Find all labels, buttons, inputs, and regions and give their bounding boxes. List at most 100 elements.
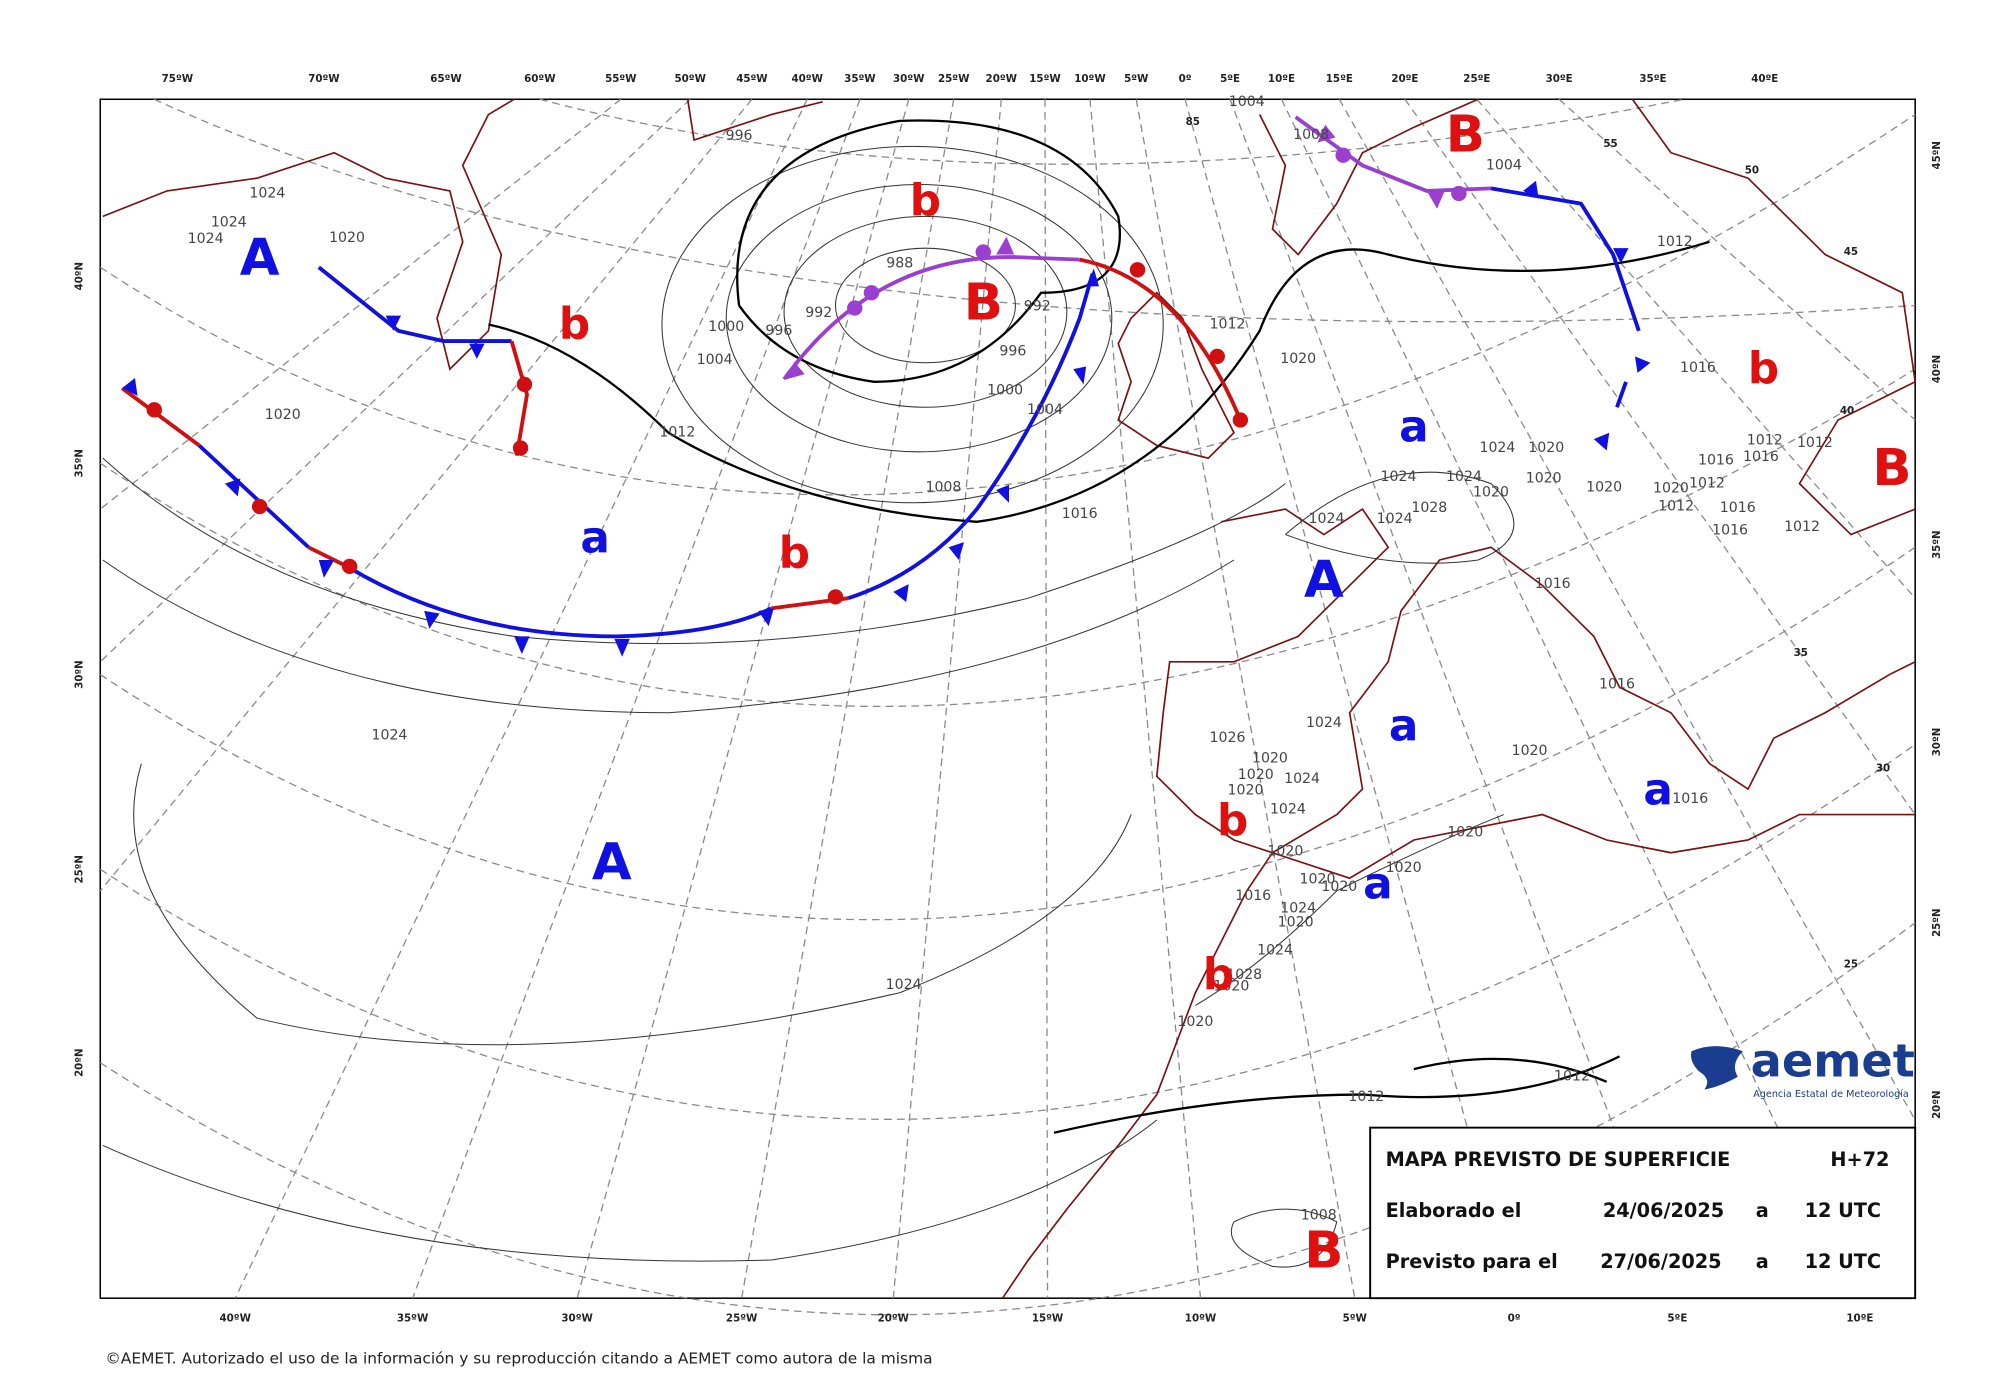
isobar-label: 1020 xyxy=(1473,485,1509,501)
grid-label: 45 xyxy=(1844,247,1858,258)
lat-label: 25ºN xyxy=(75,855,86,883)
grid-label: 50 xyxy=(1745,166,1759,177)
lon-label: 10ºW xyxy=(1074,74,1105,85)
pressure-center: B xyxy=(1446,106,1485,165)
lon-label: 60ºW xyxy=(524,74,555,85)
isobar-label: 1004 xyxy=(1486,157,1522,173)
isobar-label: 1024 xyxy=(1270,801,1306,817)
isobar-label: 1016 xyxy=(1235,888,1271,904)
logo-icon xyxy=(1691,1046,1743,1090)
fronts xyxy=(120,115,1651,657)
grid-label: 55 xyxy=(1603,139,1617,150)
pressure-center: A xyxy=(592,834,632,893)
lat-label: 30ºN xyxy=(1932,728,1943,756)
isobar-label: 1024 xyxy=(1284,771,1320,787)
lat-label: 45ºN xyxy=(1932,141,1943,169)
isobar-label: 1024 xyxy=(1309,511,1345,527)
logo-name: aemet xyxy=(1751,1034,1915,1088)
isobar-label: 1024 xyxy=(1377,511,1413,527)
isobar-label: 1020 xyxy=(1177,1014,1213,1030)
isobar-label: 1024 xyxy=(886,977,922,993)
lon-label: 10ºE xyxy=(1846,1314,1873,1325)
isobar-label: 996 xyxy=(999,343,1026,359)
lon-label: 30ºW xyxy=(893,74,924,85)
isobar-label: 1012 xyxy=(659,425,695,441)
legend-cell: Elaborado el xyxy=(1386,1199,1522,1222)
isobar-label: 1016 xyxy=(1535,576,1571,592)
grid-label: 30 xyxy=(1876,764,1890,775)
legend-cell: 12 UTC xyxy=(1805,1199,1881,1222)
isobar-label: 1016 xyxy=(1743,449,1779,465)
lon-label: 10ºW xyxy=(1185,1314,1216,1325)
lon-label: 45ºW xyxy=(736,74,767,85)
isobar-label: 1020 xyxy=(1386,860,1422,876)
isobar-label: 1016 xyxy=(1672,791,1708,807)
isobar-label: 1024 xyxy=(188,231,224,247)
lon-label: 35ºW xyxy=(397,1314,428,1325)
legend-cell: 12 UTC xyxy=(1805,1250,1881,1273)
lon-label: 0º xyxy=(1179,74,1192,85)
coastlines xyxy=(102,98,1917,1299)
footer: ©AEMET. Autorizado el uso de la informac… xyxy=(105,1350,932,1368)
lon-label: 50ºW xyxy=(675,74,706,85)
isobar-label: 1016 xyxy=(1599,677,1635,693)
legend-box: MAPA PREVISTO DE SUPERFICIE H+72 Elabora… xyxy=(1369,1126,1917,1300)
lon-label: 30ºW xyxy=(561,1314,592,1325)
isobar-label: 1020 xyxy=(1586,479,1622,495)
pressure-center: a xyxy=(1363,860,1392,910)
isobar-label: 1020 xyxy=(265,407,301,423)
lon-label: 40ºW xyxy=(220,1314,251,1325)
lon-label: 15ºE xyxy=(1326,74,1353,85)
isobar-label: 1020 xyxy=(1653,481,1689,497)
isobar-label: 1026 xyxy=(1210,730,1246,746)
isobar-label: 1016 xyxy=(1698,453,1734,469)
lon-label: 20ºW xyxy=(986,74,1017,85)
isobar-label: 1012 xyxy=(1747,432,1783,448)
isobar-label: 1012 xyxy=(1658,499,1694,515)
lat-label: 20ºN xyxy=(1932,1091,1943,1119)
pressure-center: b xyxy=(779,529,810,579)
legend-title: MAPA PREVISTO DE SUPERFICIE xyxy=(1386,1148,1731,1171)
lon-label: 70ºW xyxy=(308,74,339,85)
map-frame xyxy=(99,98,1916,1299)
legend-cell: a xyxy=(1756,1199,1769,1222)
lat-label: 20ºN xyxy=(75,1049,86,1077)
lon-label: 35ºE xyxy=(1639,74,1666,85)
lon-label: 65ºW xyxy=(430,74,461,85)
grid-label: 40 xyxy=(1840,406,1854,417)
isobar-label: 1008 xyxy=(1293,127,1329,143)
lon-label: 55ºW xyxy=(605,74,636,85)
isobar-label: 1028 xyxy=(1226,967,1262,983)
isobar-label: 1020 xyxy=(1321,879,1357,895)
lon-label: 40ºW xyxy=(791,74,822,85)
isobar-label: 1024 xyxy=(1479,440,1515,456)
isobar-label: 1000 xyxy=(987,383,1023,399)
isobar-label: 1012 xyxy=(1554,1069,1590,1085)
legend-cell: a xyxy=(1756,1250,1769,1273)
isobar-label: 1024 xyxy=(211,215,247,231)
isobar-label: 1020 xyxy=(1512,743,1548,759)
lon-label: 35ºW xyxy=(844,74,875,85)
lat-label: 35ºN xyxy=(1932,531,1943,559)
isobar-label: 1012 xyxy=(1210,317,1246,333)
pressure-center: b xyxy=(1748,344,1779,394)
lat-label: 40ºN xyxy=(1932,355,1943,383)
lon-label: 5ºW xyxy=(1343,1314,1367,1325)
pressure-center: b xyxy=(1203,950,1234,1000)
lon-label: 5ºW xyxy=(1124,74,1148,85)
graticule xyxy=(99,98,1916,1316)
legend-frame xyxy=(1369,1126,1917,1300)
legend-range: H+72 xyxy=(1830,1148,1889,1171)
isobar-label: 1024 xyxy=(1280,901,1316,917)
isobar-label: 1020 xyxy=(1526,471,1562,487)
isobar-label: 1016 xyxy=(1680,360,1716,376)
pressure-center: b xyxy=(559,300,590,350)
isobar-label: 1012 xyxy=(1784,519,1820,535)
isobar-label: 1024 xyxy=(249,185,285,201)
isobar-label: 1024 xyxy=(1446,469,1482,485)
isobar-label: 988 xyxy=(886,255,913,271)
isobar-label: 1020 xyxy=(1228,782,1264,798)
pressure-center: a xyxy=(1643,766,1672,816)
lon-label: 25ºW xyxy=(726,1314,757,1325)
pressure-center: a xyxy=(1399,403,1428,453)
